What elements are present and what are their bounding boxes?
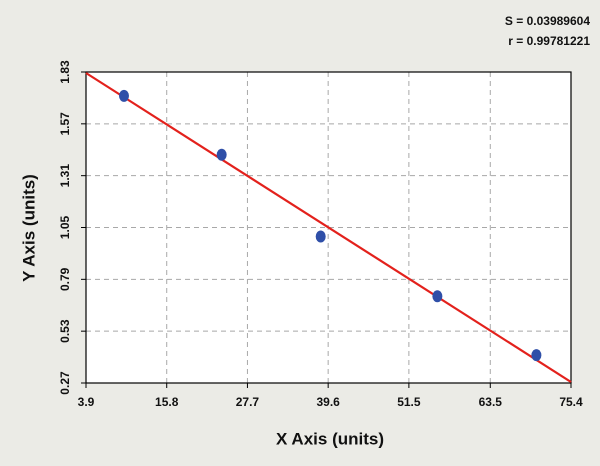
y-tick-label: 1.05 bbox=[58, 215, 72, 239]
point bbox=[432, 290, 443, 303]
y-tick-label: 0.27 bbox=[58, 371, 72, 395]
point bbox=[315, 230, 326, 243]
point bbox=[531, 349, 542, 362]
y-tick-label: 1.83 bbox=[58, 60, 72, 84]
x-tick-label: 3.9 bbox=[78, 395, 95, 409]
y-tick-label: 1.57 bbox=[58, 112, 72, 136]
x-tick-label: 39.6 bbox=[316, 395, 340, 409]
x-tick-label: 27.7 bbox=[236, 395, 260, 409]
point bbox=[216, 148, 227, 161]
x-tick-label: 15.8 bbox=[155, 395, 179, 409]
x-axis-title: X Axis (units) bbox=[276, 429, 384, 448]
y-tick-label: 0.79 bbox=[58, 267, 72, 291]
annotation: S = 0.03989604 bbox=[505, 14, 590, 28]
point bbox=[118, 89, 129, 102]
x-tick-label: 75.4 bbox=[559, 395, 583, 409]
plot-frame bbox=[85, 71, 572, 384]
x-tick-label: 63.5 bbox=[479, 395, 503, 409]
fit-line bbox=[85, 72, 572, 383]
y-tick-label: 0.53 bbox=[58, 319, 72, 343]
y-tick-label: 1.31 bbox=[58, 164, 72, 188]
x-tick-label: 51.5 bbox=[397, 395, 421, 409]
annotation: r = 0.99781221 bbox=[508, 34, 590, 48]
y-axis-title: Y Axis (units) bbox=[19, 174, 38, 282]
